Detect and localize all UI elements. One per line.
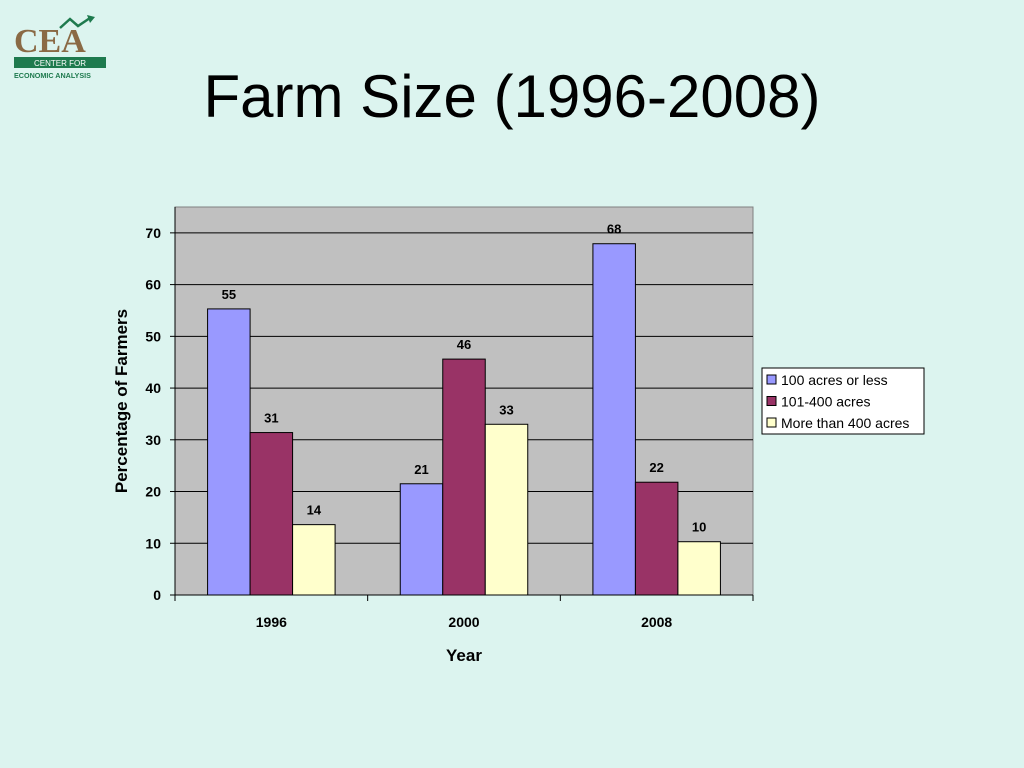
y-tick-label: 60 (145, 277, 161, 293)
bars (207, 243, 721, 596)
data-labels: 55 21 68 31 46 22 14 33 10 (222, 222, 707, 535)
logo-line2: ECONOMIC ANALYSIS (14, 71, 91, 80)
x-tick-labels: 1996 2000 2008 (256, 614, 673, 630)
legend-swatch (766, 374, 777, 385)
slide-title: Farm Size (1996-2008) (203, 63, 821, 130)
data-label: 46 (457, 337, 471, 352)
logo-arrowhead-icon (87, 15, 95, 23)
x-tick-label: 2000 (448, 614, 479, 630)
y-tick-label: 0 (153, 587, 161, 603)
legend-swatch (766, 396, 777, 406)
logo-name: CEA (14, 23, 86, 60)
legend-label: 101-400 acres (781, 394, 871, 410)
cea-logo: CEA CENTER FOR ECONOMIC ANALYSIS (14, 15, 106, 80)
logo-arrow-icon (59, 16, 91, 29)
bar (442, 358, 486, 596)
y-tick-label: 40 (145, 380, 161, 396)
x-tick-label: 2008 (641, 614, 672, 630)
y-tick-label: 70 (145, 225, 161, 241)
y-tick-label: 20 (145, 484, 161, 500)
legend-label: More than 400 acres (781, 415, 909, 431)
data-label: 68 (607, 222, 621, 237)
x-axis-title: Year (446, 646, 482, 665)
legend-box (761, 367, 925, 435)
axes (170, 207, 754, 601)
y-tick-labels: 0 10 20 30 40 50 60 70 (145, 225, 161, 603)
data-label: 22 (649, 460, 663, 475)
bar (634, 481, 679, 596)
bar (399, 483, 444, 596)
bar (484, 423, 529, 596)
bar (207, 308, 251, 596)
legend-label: 100 acres or less (781, 372, 888, 388)
legend: 100 acres or less 101-400 acres More than … (761, 367, 925, 435)
y-tick-label: 30 (145, 432, 161, 448)
y-axis-title: Percentage of Farmers (112, 309, 131, 493)
data-label: 55 (222, 287, 236, 302)
bar (677, 541, 721, 596)
legend-swatch (766, 417, 777, 428)
y-tick-label: 50 (145, 328, 161, 344)
data-label: 14 (307, 503, 322, 518)
data-label: 21 (414, 462, 428, 477)
bar (249, 432, 294, 596)
bar (592, 243, 636, 596)
data-label: 33 (499, 402, 513, 417)
data-label: 31 (264, 411, 278, 426)
bar (292, 524, 336, 596)
y-tick-label: 10 (145, 535, 161, 551)
logo-line1: CENTER FOR (34, 59, 86, 68)
data-label: 10 (692, 520, 706, 535)
logo-band (14, 57, 106, 68)
x-tick-label: 1996 (256, 614, 287, 630)
